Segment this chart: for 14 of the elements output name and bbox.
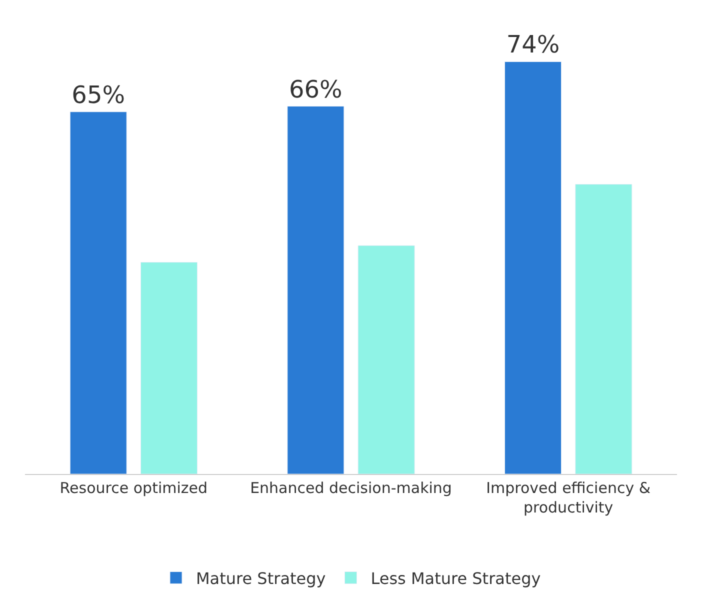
legend-label: Mature Strategy bbox=[196, 568, 326, 588]
data-label: 66% bbox=[289, 75, 342, 104]
x-tick-label: Improved efficiency & productivity bbox=[486, 479, 651, 516]
bar bbox=[287, 106, 344, 474]
x-tick-label: Enhanced decision-making bbox=[250, 479, 452, 497]
bar bbox=[358, 245, 415, 474]
bar bbox=[70, 112, 127, 474]
data-label: 74% bbox=[506, 30, 560, 59]
bar bbox=[504, 61, 562, 474]
legend-label: Less Mature Strategy bbox=[370, 568, 541, 588]
x-tick-label: Resource optimized bbox=[60, 479, 208, 497]
bar bbox=[575, 184, 632, 474]
data-label: 65% bbox=[72, 80, 126, 109]
bar bbox=[140, 262, 198, 474]
